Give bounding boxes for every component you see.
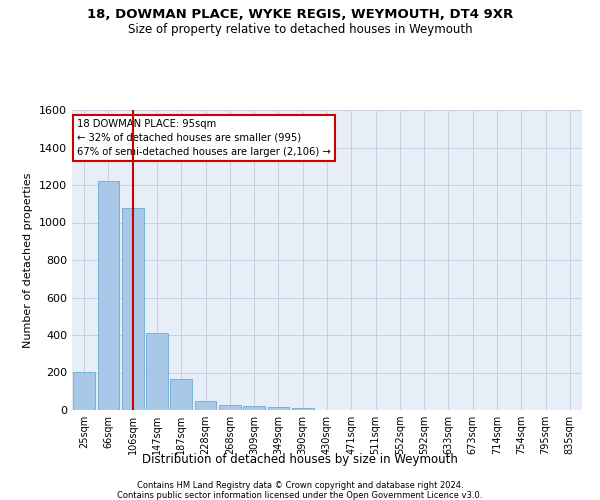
Bar (194, 401, 217, 410)
Text: Size of property relative to detached houses in Weymouth: Size of property relative to detached ho… (128, 22, 472, 36)
Text: Contains HM Land Registry data © Crown copyright and database right 2024.: Contains HM Land Registry data © Crown c… (137, 481, 463, 490)
Text: Distribution of detached houses by size in Weymouth: Distribution of detached houses by size … (142, 452, 458, 466)
Text: Contains public sector information licensed under the Open Government Licence v3: Contains public sector information licen… (118, 491, 482, 500)
Bar (170, 379, 192, 410)
Bar (243, 406, 265, 410)
Bar (146, 333, 168, 410)
Bar (268, 407, 289, 410)
Bar (97, 181, 119, 410)
Bar (122, 208, 143, 410)
Text: 18, DOWMAN PLACE, WYKE REGIS, WEYMOUTH, DT4 9XR: 18, DOWMAN PLACE, WYKE REGIS, WEYMOUTH, … (87, 8, 513, 20)
Bar (73, 372, 95, 410)
Text: 18 DOWMAN PLACE: 95sqm
← 32% of detached houses are smaller (995)
67% of semi-de: 18 DOWMAN PLACE: 95sqm ← 32% of detached… (77, 119, 331, 157)
Y-axis label: Number of detached properties: Number of detached properties (23, 172, 34, 348)
Bar (292, 408, 314, 410)
Bar (219, 406, 241, 410)
